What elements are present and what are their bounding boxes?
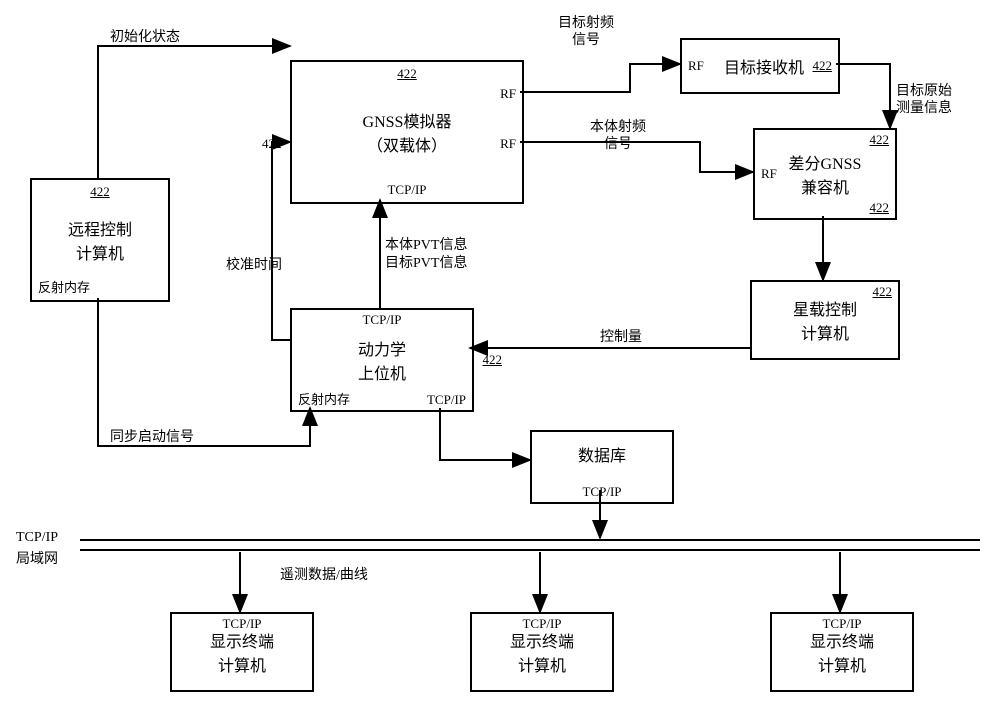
num-422: 422: [397, 66, 417, 82]
label: GNSS模拟器: [292, 108, 522, 132]
port-rf: RF: [761, 166, 777, 182]
label: 数据库: [532, 442, 672, 466]
port-tcp-t: TCP/IP: [362, 312, 401, 328]
gnss-sim-box: 422 GNSS模拟器 （双载体） RF RF TCP/IP 422: [290, 60, 524, 204]
lbl-pvt-target: 目标PVT信息: [385, 252, 467, 272]
num-422-t: 422: [870, 132, 890, 148]
dynamics-box: TCP/IP 动力学 上位机 反射内存 TCP/IP 422: [290, 308, 474, 412]
terminal-3-box: TCP/IP 显示终端 计算机: [770, 612, 914, 692]
port-tcp: TCP/IP: [582, 484, 621, 500]
dgnss-box: 422 422 RF 差分GNSS 兼容机: [753, 128, 897, 220]
lbl-sig-raw-target: 目标原始测量信息: [896, 84, 952, 118]
label: 计算机: [752, 320, 898, 344]
database-box: 数据库 TCP/IP: [530, 430, 674, 504]
lbl-ctrl-qty: 控制量: [600, 326, 642, 346]
port-422: 422: [262, 136, 282, 152]
label: 计算机: [172, 652, 312, 676]
lbl-sig-rf-target: 目标射频信号: [558, 16, 614, 50]
num-422: 422: [483, 352, 503, 368]
port-tcp: TCP/IP: [522, 616, 561, 632]
lbl-lan1: TCP/IP: [16, 530, 58, 546]
port-rf1: RF: [500, 86, 516, 102]
lbl-lan2: 局域网: [16, 548, 58, 568]
lbl-pvt-body: 本体PVT信息: [385, 234, 467, 254]
num-422: 422: [873, 284, 893, 300]
label: （双载体）: [292, 132, 522, 156]
port-ref-mem: 反射内存: [298, 389, 350, 408]
num-422: 422: [90, 184, 110, 200]
lbl-sig-rf-body: 本体射频信号: [590, 120, 646, 154]
label: 计算机: [472, 652, 612, 676]
terminal-1-box: TCP/IP 显示终端 计算机: [170, 612, 314, 692]
label: 远程控制: [32, 216, 168, 240]
port-rf: RF: [688, 58, 704, 74]
port-tcp: TCP/IP: [822, 616, 861, 632]
port-tcp: TCP/IP: [387, 182, 426, 198]
port-tcp-b: TCP/IP: [427, 392, 466, 408]
num-422: 422: [813, 58, 833, 74]
label: 上位机: [292, 360, 472, 384]
remote-control-box: 422 远程控制 计算机 反射内存: [30, 178, 170, 302]
label: 动力学: [292, 336, 472, 360]
label: 计算机: [772, 652, 912, 676]
lbl-telemetry: 遥测数据/曲线: [280, 564, 368, 584]
port-rf2: RF: [500, 136, 516, 152]
label: 目标接收机: [724, 54, 804, 78]
target-receiver-box: RF 目标接收机 422: [680, 38, 840, 94]
port-tcp: TCP/IP: [222, 616, 261, 632]
lbl-init: 初始化状态: [110, 26, 180, 46]
num-422-b: 422: [870, 200, 890, 216]
terminal-2-box: TCP/IP 显示终端 计算机: [470, 612, 614, 692]
label: 计算机: [32, 240, 168, 264]
lbl-sync: 同步启动信号: [110, 426, 194, 446]
port-ref-mem: 反射内存: [38, 277, 90, 296]
lbl-cal-time: 校准时间: [226, 254, 282, 274]
onboard-ctrl-box: 422 星载控制 计算机: [750, 280, 900, 360]
